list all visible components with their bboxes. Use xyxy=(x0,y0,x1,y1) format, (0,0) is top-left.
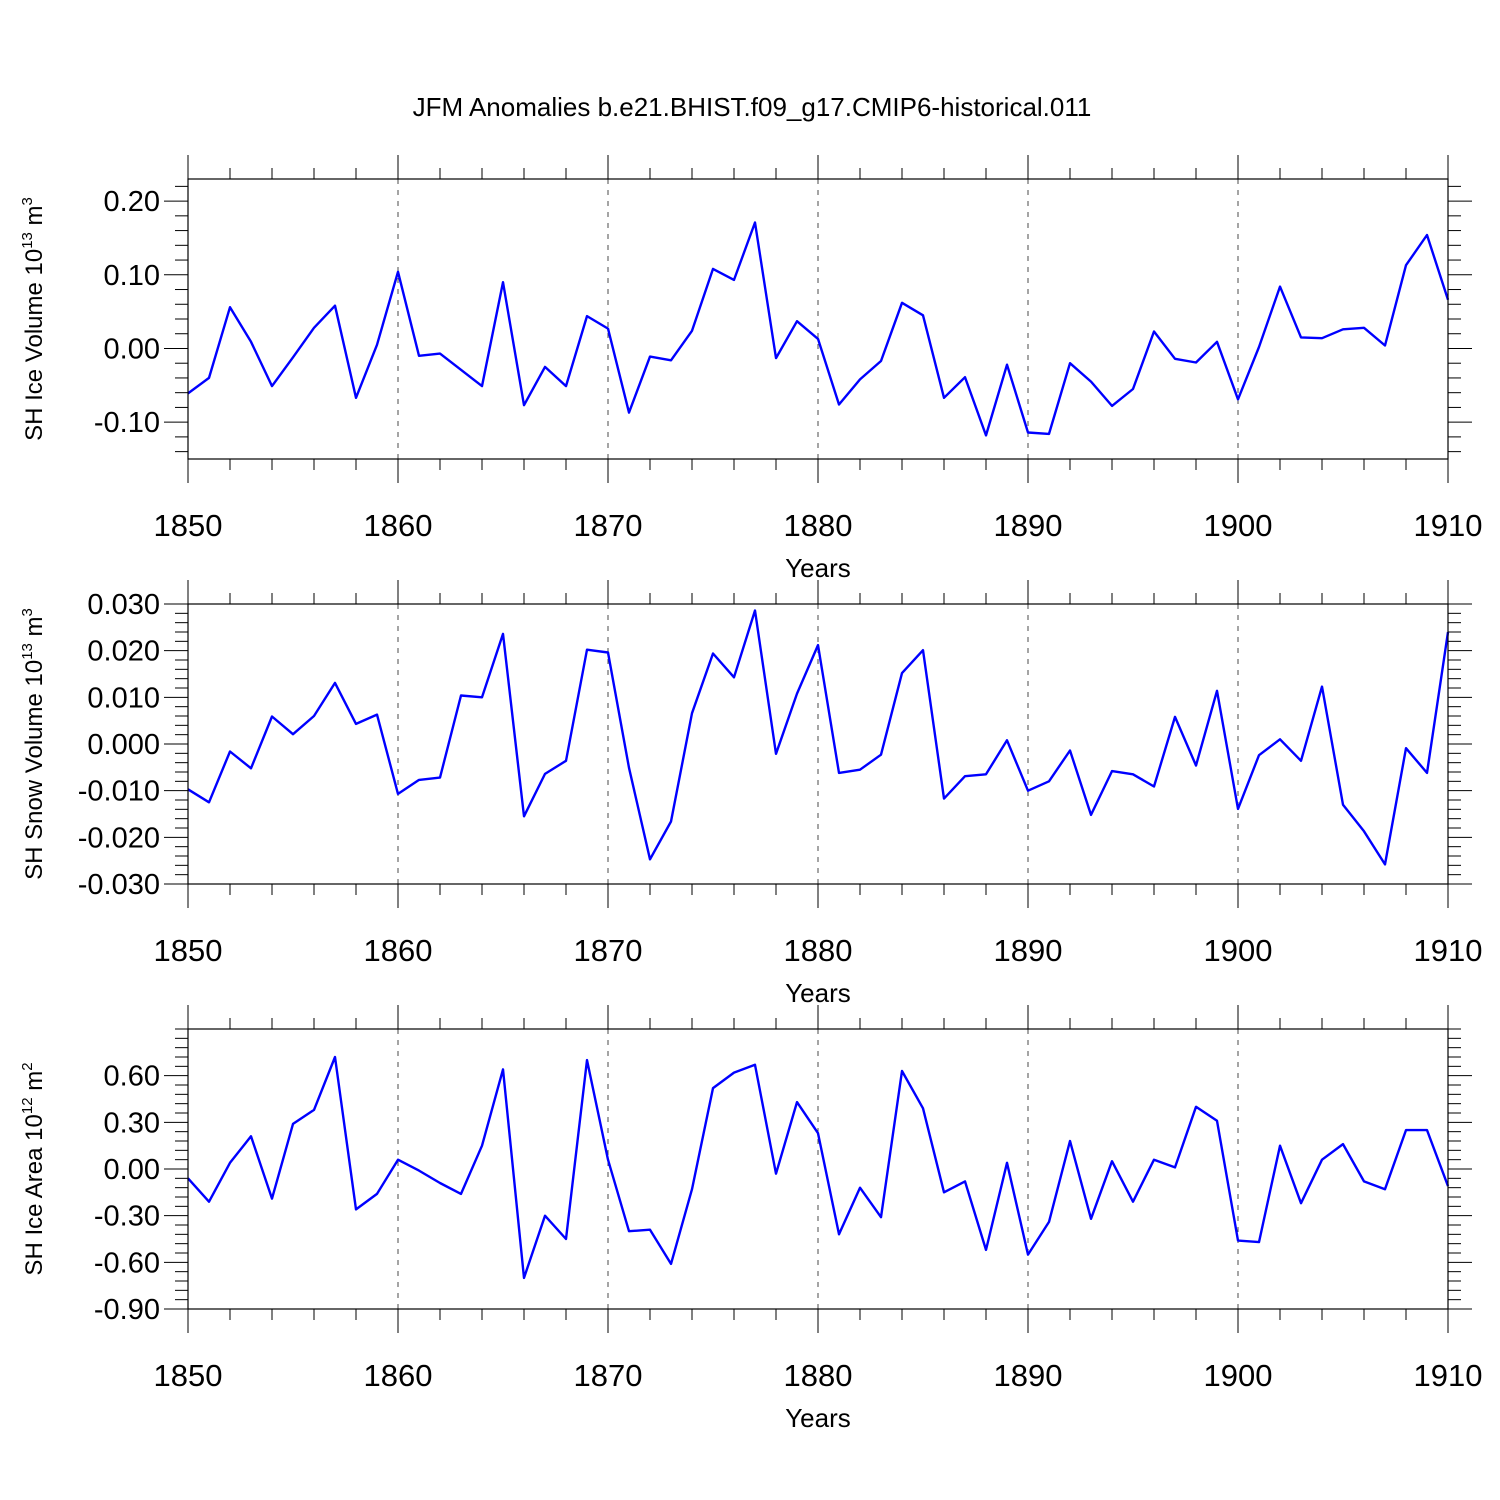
x-tick-label: 1880 xyxy=(784,508,853,543)
y-axis-label: SH Ice Area 1012 m2 xyxy=(19,1062,48,1275)
y-tick-label: 0.30 xyxy=(104,1107,160,1139)
y-tick-label: 0.020 xyxy=(87,636,160,668)
x-tick-label: 1900 xyxy=(1204,508,1273,543)
y-tick-labels: 0.20 0.10 0.00 -0.10 xyxy=(94,186,160,439)
x-tick-labels: 1850 1860 1870 1880 1890 1900 1910 xyxy=(154,1358,1483,1393)
x-axis-label: Years xyxy=(785,553,851,583)
y-tick-label: 0.10 xyxy=(104,260,160,292)
y-axis-label-exponent: 13 xyxy=(19,643,36,660)
x-tick-label: 1860 xyxy=(364,1358,433,1393)
y-axis-label-exponent: 12 xyxy=(19,1097,36,1114)
x-tick-label: 1890 xyxy=(994,508,1063,543)
x-tick-label: 1900 xyxy=(1204,1358,1273,1393)
y-tick-label: -0.30 xyxy=(94,1201,160,1233)
ice-area-line xyxy=(187,1055,1450,1280)
y-tick-label: -0.60 xyxy=(94,1247,160,1279)
x-tick-label: 1910 xyxy=(1414,508,1483,543)
y-axis-label-unit: m xyxy=(21,205,48,232)
x-tick-label: 1850 xyxy=(154,1358,223,1393)
y-tick-label: 0.030 xyxy=(87,589,160,621)
plot-frame xyxy=(187,178,1449,460)
x-gridlines xyxy=(397,179,1239,459)
x-tick-label: 1880 xyxy=(784,1358,853,1393)
x-tick-label: 1850 xyxy=(154,508,223,543)
y-axis-label: SH Ice Volume 1013 m3 xyxy=(19,197,48,441)
x-axis-label: Years xyxy=(785,1403,851,1433)
ice-volume-line xyxy=(187,221,1450,437)
x-tick-label: 1860 xyxy=(364,508,433,543)
x-axis-label: Years xyxy=(785,978,851,1008)
x-tick-label: 1890 xyxy=(994,933,1063,968)
axis-ticks xyxy=(164,1005,1472,1333)
y-tick-label: -0.010 xyxy=(78,776,160,808)
x-tick-label: 1870 xyxy=(574,933,643,968)
y-axis-label: SH Snow Volume 1013 m3 xyxy=(19,608,48,880)
x-tick-label: 1890 xyxy=(994,1358,1063,1393)
x-gridlines xyxy=(397,1029,1239,1309)
y-axis-label-main: SH Snow Volume 10 xyxy=(21,660,48,880)
x-tick-label: 1870 xyxy=(574,1358,643,1393)
x-tick-label: 1860 xyxy=(364,933,433,968)
y-axis-label-unit: m xyxy=(21,616,48,643)
axis-ticks xyxy=(164,580,1472,908)
y-axis-label-unit-exponent: 3 xyxy=(19,608,36,616)
y-axis-label-unit-exponent: 2 xyxy=(19,1062,36,1070)
y-tick-label: -0.030 xyxy=(78,869,160,901)
x-tick-label: 1900 xyxy=(1204,933,1273,968)
y-tick-label: 0.00 xyxy=(104,1154,160,1186)
y-tick-label: 0.010 xyxy=(87,682,160,714)
x-tick-label: 1910 xyxy=(1414,1358,1483,1393)
y-axis-label-unit-exponent: 3 xyxy=(19,197,36,205)
y-axis-label-exponent: 13 xyxy=(19,232,36,249)
axis-ticks xyxy=(164,155,1472,483)
y-tick-label: 0.000 xyxy=(87,729,160,761)
y-tick-label: 0.00 xyxy=(104,333,160,365)
x-tick-labels: 1850 1860 1870 1880 1890 1900 1910 xyxy=(154,508,1483,543)
plot-frame xyxy=(187,1028,1449,1310)
y-tick-label: -0.020 xyxy=(78,822,160,854)
panel-ice-area: 0.60 0.30 0.00 -0.30 -0.60 -0.90 1850 1860 1870… xyxy=(19,1005,1482,1433)
y-tick-labels: 0.60 0.30 0.00 -0.30 -0.60 -0.90 xyxy=(94,1061,160,1326)
panel-ice-volume: 0.20 0.10 0.00 -0.10 1850 1860 1870 1880 1890 19… xyxy=(19,155,1482,583)
y-tick-label: -0.90 xyxy=(94,1294,160,1326)
y-tick-labels: 0.030 0.020 0.010 0.000 -0.010 -0.020 -0.030 xyxy=(78,589,160,901)
y-tick-label: 0.20 xyxy=(104,186,160,218)
panel-snow-volume: 0.030 0.020 0.010 0.000 -0.010 -0.020 -0.030 1… xyxy=(19,580,1482,1008)
y-tick-label: -0.10 xyxy=(94,407,160,439)
x-tick-label: 1880 xyxy=(784,933,853,968)
plot-frame xyxy=(187,603,1449,885)
x-tick-label: 1870 xyxy=(574,508,643,543)
x-tick-label: 1850 xyxy=(154,933,223,968)
y-axis-label-unit: m xyxy=(21,1071,48,1098)
y-axis-label-main: SH Ice Area 10 xyxy=(21,1114,48,1275)
y-tick-label: 0.60 xyxy=(104,1061,160,1093)
x-tick-labels: 1850 1860 1870 1880 1890 1900 1910 xyxy=(154,933,1483,968)
y-axis-label-main: SH Ice Volume 10 xyxy=(21,249,48,441)
snow-volume-line xyxy=(187,609,1450,866)
x-tick-label: 1910 xyxy=(1414,933,1483,968)
figure-title: JFM Anomalies b.e21.BHIST.f09_g17.CMIP6-… xyxy=(413,92,1092,122)
